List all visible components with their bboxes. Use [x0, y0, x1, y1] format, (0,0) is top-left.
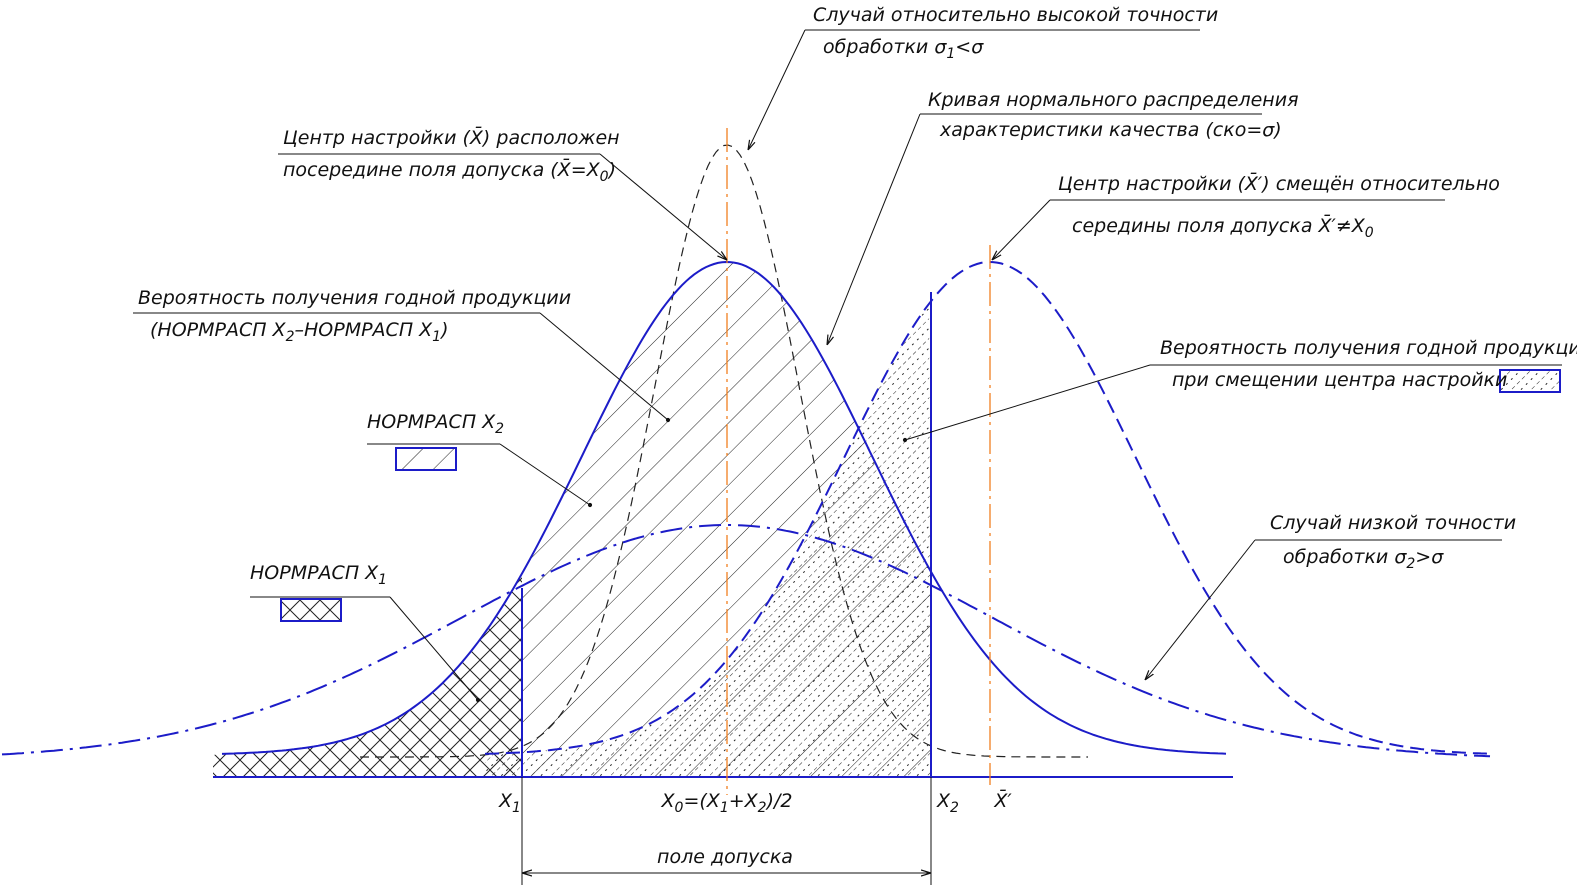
text-part: 0 [600, 169, 609, 185]
text-part: ) [607, 159, 616, 181]
annotation-text: Случай низкой точности [1270, 512, 1516, 534]
axis-label: X̄′ [993, 788, 1012, 812]
text-part: –НОРМРАСП X [295, 319, 434, 341]
annotation-text: середины поля допуска X̄′≠X0 [1072, 213, 1374, 241]
text-part: НОРМРАСП X [250, 562, 379, 584]
text-part: 2 [758, 800, 767, 816]
text-part: 1 [720, 800, 729, 816]
text-part: Случай относительно высокой точности [813, 4, 1218, 26]
annotation-text: Вероятность получения годной продукции [1160, 337, 1577, 359]
annotation-text: характеристики качества (ско=σ) [939, 119, 1282, 141]
text-part: 2 [286, 329, 295, 345]
text-part: 1 [378, 572, 387, 588]
text-part: 0 [1365, 225, 1374, 241]
shifted-curve [484, 260, 1490, 755]
text-part: Случай низкой точности [1270, 512, 1516, 534]
text-part: обработки σ [823, 36, 947, 58]
text-part: 1 [512, 800, 521, 816]
axis-label: X1 [498, 790, 521, 816]
leader [827, 113, 921, 345]
annotation-text: при смещении центра настройки [1172, 369, 1507, 391]
text-part: Центр настройки (X̄′) смещён относительн… [1058, 171, 1500, 195]
annotation-text: Случай относительно высокой точности [813, 4, 1218, 26]
text-part: Кривая нормального распределения [928, 89, 1299, 111]
text-part: 2 [950, 800, 959, 816]
annotation-text: Кривая нормального распределения [928, 89, 1299, 111]
leader [499, 443, 593, 508]
text-part: НОРМРАСП X [367, 411, 496, 433]
text-part: )/2 [765, 790, 793, 812]
annotation-text: Центр настройки (X̄) расположен [283, 125, 620, 149]
text-part: X [936, 790, 951, 812]
text-part: Вероятность получения годной продукции [1160, 337, 1577, 359]
text-part: посередине поля допуска (X̄=X [283, 157, 601, 181]
legend-swatch [280, 598, 342, 622]
text-part: Центр настройки (X̄) расположен [283, 125, 620, 149]
dimension-label: поле допуска [657, 846, 793, 868]
leader [748, 29, 806, 150]
text-part: 2 [495, 421, 504, 437]
text-part: при смещении центра настройки [1172, 369, 1507, 391]
annotation-text: обработки σ2>σ [1283, 546, 1444, 572]
text-part: Вероятность получения годной продукции [138, 287, 571, 309]
text-part: =(X [683, 790, 720, 812]
legend-swatch [395, 447, 457, 471]
annotation-text: НОРМРАСП X2 [367, 411, 504, 437]
left-tail-area [213, 573, 522, 777]
narrow-curve [360, 144, 1088, 758]
annotation-text: НОРМРАСП X1 [250, 562, 387, 588]
labels: Случай относительно высокой точности обра… [138, 4, 1577, 868]
text-part: +X [729, 790, 759, 812]
legend-swatch [1499, 369, 1561, 393]
leader [389, 596, 481, 703]
shapes [1, 29, 1562, 885]
text-part: 0 [675, 800, 684, 816]
axis-label: X2 [936, 790, 959, 816]
text-part: обработки σ [1283, 546, 1407, 568]
text-part: ) [439, 319, 448, 341]
text-part: 2 [1406, 556, 1415, 572]
axis-label: X0=(X1+X2)/2 [661, 790, 793, 816]
leader [992, 199, 1051, 260]
text-part: >σ [1415, 546, 1444, 568]
text-part: 1 [432, 329, 441, 345]
shifted-area [485, 303, 931, 777]
text-part: X̄′ [993, 788, 1012, 812]
wide-curve [1, 524, 1491, 758]
annotation-text: (НОРМРАСП X2–НОРМРАСП X1) [150, 319, 449, 345]
leader [1145, 539, 1256, 680]
leader [539, 312, 671, 423]
leader [599, 153, 727, 260]
text-part: X [661, 790, 676, 812]
text-part: (НОРМРАСП X [150, 319, 287, 341]
annotation-text: Вероятность получения годной продукции [138, 287, 571, 309]
annotation-text: обработки σ1<σ [823, 36, 984, 62]
leader [902, 364, 1151, 443]
text-part: 1 [946, 46, 955, 62]
text-part: <σ [955, 36, 984, 58]
annotation-text: Центр настройки (X̄′) смещён относительн… [1058, 171, 1500, 195]
main-curve [221, 260, 1227, 755]
text-part: X [498, 790, 513, 812]
text-part: середины поля допуска X̄′≠X [1072, 213, 1366, 237]
text-part: характеристики качества (ско=σ) [939, 119, 1282, 141]
annotation-text: посередине поля допуска (X̄=X0) [283, 157, 616, 185]
